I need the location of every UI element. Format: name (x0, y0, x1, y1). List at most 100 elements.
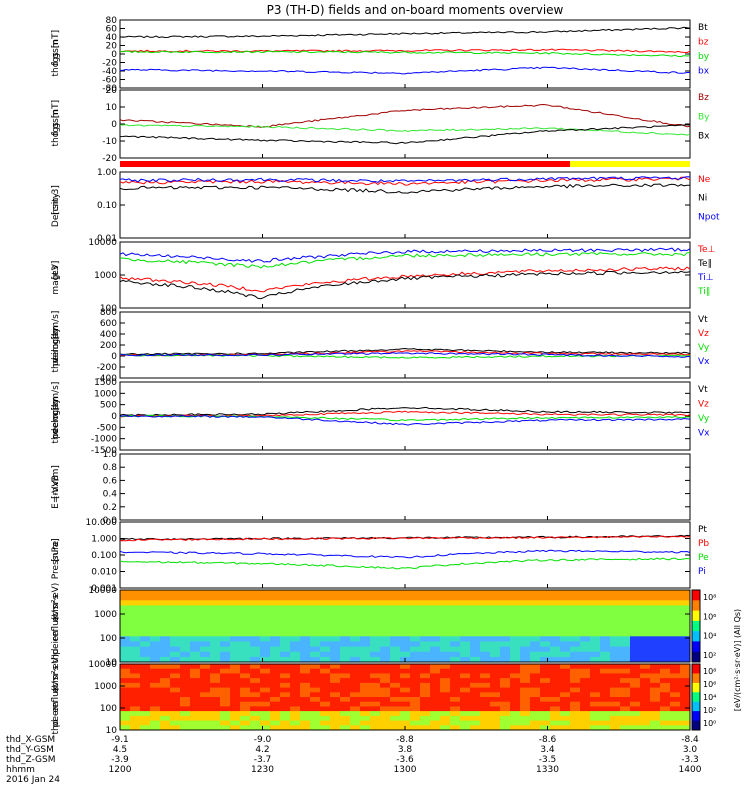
footer-x-gsm: -8.6 (539, 735, 557, 745)
legend-bx: bx (698, 67, 710, 77)
spectrogram-cell (320, 711, 331, 717)
spectrogram-cell (330, 646, 341, 653)
spectrogram-cell (550, 668, 561, 674)
spectrogram-cell (140, 605, 151, 611)
spectrogram-cell (380, 706, 391, 712)
spectrogram-cell (490, 610, 501, 617)
spectrogram-cell (610, 626, 621, 632)
spectrogram-cell (230, 720, 241, 726)
spectrogram-cell (170, 725, 181, 731)
spectrogram-cell (540, 673, 551, 679)
spectrogram-cell (280, 651, 291, 658)
spectrogram-cell (470, 715, 481, 722)
spectrogram-cell (670, 715, 681, 722)
spectrogram-cell (470, 590, 481, 596)
spectrogram-cell (590, 636, 601, 642)
spectrogram-cell (200, 668, 211, 674)
spectrogram-cell (480, 720, 491, 726)
spectrogram-cell (120, 692, 131, 698)
spectrogram-cell (310, 664, 321, 670)
spectrogram-cell (340, 706, 351, 712)
spectrogram-cell (640, 664, 651, 670)
spectrogram-cell (320, 626, 331, 632)
y-tick-label: 1000 (94, 610, 117, 620)
spectrogram-cell (480, 697, 491, 703)
spectrogram-cell (670, 610, 681, 617)
footer-x-gsm: -9.0 (254, 735, 272, 745)
spectrogram-cell (170, 641, 181, 647)
spectrogram-cell (270, 687, 281, 693)
spectrogram-cell (120, 646, 131, 653)
spectrogram-cell (460, 701, 471, 707)
spectrogram-cell (430, 715, 441, 722)
spectrogram-cell (360, 600, 371, 606)
spectrogram-cell (440, 673, 451, 679)
spectrogram-cell (640, 600, 651, 606)
spectrogram-cell (500, 610, 511, 617)
spectrogram-cell (450, 605, 461, 611)
spectrogram-cell (310, 605, 321, 611)
spectrogram-cell (120, 656, 131, 663)
spectrogram-cell (260, 697, 271, 703)
spectrogram-cell (650, 711, 661, 717)
spectrogram-cell (450, 656, 461, 663)
spectrogram-cell (420, 668, 431, 674)
spectrogram-cell (630, 697, 641, 703)
spectrogram-cell (320, 687, 331, 693)
spectrogram-cell (190, 605, 201, 611)
spectrogram-cell (150, 673, 161, 679)
spectrogram-cell (490, 620, 501, 627)
spectrogram-cell (640, 646, 651, 653)
spectrogram-cell (540, 646, 551, 653)
spectrogram-cell (620, 692, 631, 698)
spectrogram-cell (430, 673, 441, 679)
spectrogram-cell (620, 651, 631, 658)
spectrogram-cell (300, 668, 311, 674)
spectrogram-cell (270, 590, 281, 596)
spectrogram-cell (370, 615, 381, 622)
spectrogram-cell (270, 646, 281, 653)
spectrogram-cell (200, 720, 211, 726)
spectrogram-cell (120, 711, 131, 717)
y-tick-label: 20 (106, 86, 118, 96)
spectrogram-cell (140, 641, 151, 647)
spectrogram-cell (170, 697, 181, 703)
spectrogram-cell (370, 715, 381, 722)
spectrogram-cell (630, 605, 641, 611)
y-axis-label-line: Pressure (51, 540, 61, 579)
spectrogram-cell (610, 701, 621, 707)
spectrogram-cell (380, 636, 391, 642)
spectrogram-cell (160, 646, 171, 653)
spectrogram-cell (170, 610, 181, 617)
spectrogram-cell (150, 706, 161, 712)
spectrogram-cell (660, 701, 671, 707)
spectrogram-cell (420, 678, 431, 684)
spectrogram-cell (420, 651, 431, 658)
spectrogram-cell (270, 682, 281, 689)
spectrogram-cell (350, 692, 361, 698)
spectrogram-cell (200, 725, 211, 731)
spectrogram-cell (330, 595, 341, 601)
spectrogram-cell (120, 600, 131, 606)
spectrogram-cell (260, 687, 271, 693)
spectrogram-cell (580, 673, 591, 679)
spectrogram-cell (670, 600, 681, 606)
spectrogram-cell (240, 711, 251, 717)
spectrogram-cell (570, 706, 581, 712)
spectrogram-cell (500, 656, 511, 663)
spectrogram-cell (400, 631, 411, 637)
spectrogram-cell (520, 678, 531, 684)
spectrogram-cell (430, 706, 441, 712)
spectrogram-cell (270, 641, 281, 647)
spectrogram-cell (250, 720, 261, 726)
spectrogram-cell (570, 620, 581, 627)
spectrogram-cell (440, 615, 451, 622)
spectrogram-cell (180, 711, 191, 717)
spectrogram-cell (400, 682, 411, 689)
spectrogram-cell (260, 692, 271, 698)
spectrogram-cell (570, 610, 581, 617)
spectrogram-cell (200, 706, 211, 712)
spectrogram-cell (400, 646, 411, 653)
